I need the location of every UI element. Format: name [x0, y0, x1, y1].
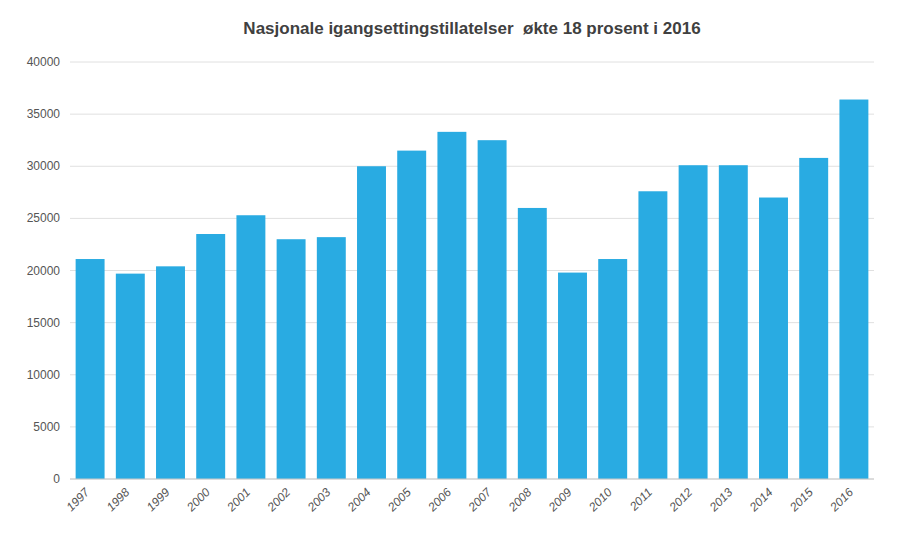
bar	[719, 165, 748, 479]
bar	[156, 266, 185, 479]
grid-line	[70, 426, 874, 427]
x-tick-label: 2007	[465, 484, 495, 514]
grid-line	[70, 166, 874, 167]
grid-line	[70, 374, 874, 375]
grid-line	[70, 218, 874, 219]
x-tick-label: 2010	[585, 485, 615, 515]
bar	[799, 158, 828, 479]
bar	[839, 100, 868, 479]
bar	[357, 166, 386, 479]
x-tick-label: 2006	[425, 485, 455, 515]
x-tick-label: 2000	[183, 485, 213, 515]
y-tick-label: 35000	[27, 107, 61, 121]
x-tick-label: 2013	[706, 485, 736, 515]
x-tick-label: 2002	[264, 485, 294, 515]
bar	[116, 274, 145, 479]
grid-line	[70, 270, 874, 271]
title: Nasjonale igangsettingstillatelser økte …	[243, 19, 700, 38]
x-tick-label: 1999	[144, 485, 173, 514]
grid-line	[70, 322, 874, 323]
bar	[558, 273, 587, 479]
x-tick-label: 2016	[827, 485, 857, 515]
y-tick-label: 0	[53, 472, 60, 486]
x-axis-line	[70, 479, 874, 480]
y-tick-label: 5000	[33, 420, 60, 434]
bars	[76, 100, 869, 479]
bar	[518, 208, 547, 479]
grid-line	[70, 114, 874, 115]
x-tick-label: 2009	[545, 485, 575, 515]
y-tick-label: 30000	[27, 159, 61, 173]
bar	[317, 237, 346, 479]
y-axis: 0 5000 10000 15000 20000 25000 30000 35000 40000	[27, 55, 874, 486]
bar	[598, 259, 627, 479]
y-tick-label: 10000	[27, 368, 61, 382]
x-tick-label: 2015	[786, 485, 816, 515]
chart-container: Nasjonale igangsettingstillatelser økte …	[0, 0, 898, 557]
y-tick-label: 20000	[27, 264, 61, 278]
x-tick-label: 2005	[384, 485, 414, 515]
y-tick-label: 40000	[27, 55, 61, 69]
bar	[397, 151, 426, 479]
y-tick-label: 15000	[27, 316, 61, 330]
bar	[196, 234, 225, 479]
y-tick-label: 25000	[27, 211, 61, 225]
bar	[478, 140, 507, 479]
x-tick-label: 2001	[224, 485, 253, 514]
x-tick-label: 2003	[304, 485, 334, 515]
x-axis: 1997 1998 1999 2000 2001 2002 2003 2004 2005 2006…	[63, 484, 856, 514]
x-tick-label: 2011	[626, 485, 655, 514]
grid-line	[70, 479, 874, 480]
x-tick-label: 2008	[505, 485, 535, 515]
bar	[437, 132, 466, 479]
chart: Nasjonale igangsettingstillatelser økte …	[0, 0, 898, 557]
x-tick-label: 2012	[666, 485, 696, 515]
bar	[236, 215, 265, 479]
bar	[679, 165, 708, 479]
grid-line	[70, 62, 874, 63]
bar	[76, 259, 105, 479]
x-tick-label: 2014	[746, 485, 776, 515]
bar	[277, 239, 306, 479]
bar	[759, 198, 788, 479]
bar	[638, 191, 667, 479]
x-tick-label: 1998	[104, 485, 133, 514]
x-tick-label: 2004	[344, 485, 374, 515]
x-tick-label: 1997	[63, 484, 93, 514]
